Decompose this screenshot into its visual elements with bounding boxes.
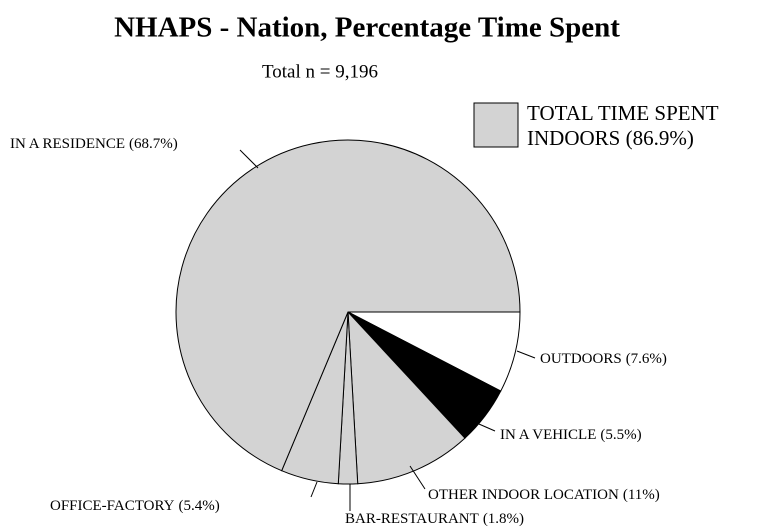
slice-value-label: (11%) <box>623 487 660 503</box>
slice-value-label: (7.6%) <box>626 351 667 367</box>
slice-category: OTHER INDOOR LOCATION <box>428 487 619 503</box>
leader-line <box>310 481 318 498</box>
slice-label: OTHER INDOOR LOCATION (11%) <box>428 487 660 503</box>
slice-label: IN A VEHICLE (5.5%) <box>500 427 642 443</box>
slice-category: IN A RESIDENCE <box>10 136 125 152</box>
chart-title: NHAPS - Nation, Percentage Time Spent <box>114 12 620 44</box>
legend-label: TOTAL TIME SPENT <box>527 101 719 125</box>
leader-line <box>409 465 426 490</box>
slice-value-label: (68.7%) <box>129 136 178 152</box>
slice-value-label: (5.5%) <box>600 427 641 443</box>
legend-swatch <box>473 102 519 148</box>
slice-value-label: (1.8%) <box>483 511 524 527</box>
slice-label: IN A RESIDENCE (68.7%) <box>10 136 178 152</box>
slice-label: BAR-RESTAURANT (1.8%) <box>345 511 524 527</box>
leader-line <box>516 350 536 359</box>
slice-label: OFFICE-FACTORY (5.4%) <box>50 498 220 514</box>
leader-line <box>239 149 259 169</box>
slice-category: OUTDOORS <box>540 351 622 367</box>
leader-line <box>471 420 496 432</box>
chart-subtitle: Total n = 9,196 <box>262 61 378 82</box>
slice-category: BAR-RESTAURANT <box>345 511 479 527</box>
pie-slice <box>175 139 521 472</box>
slice-label: OUTDOORS (7.6%) <box>540 351 667 367</box>
slice-category: IN A VEHICLE <box>500 427 596 443</box>
slice-category: OFFICE-FACTORY <box>50 498 175 514</box>
legend-label: INDOORS (86.9%) <box>527 126 694 150</box>
pie-slice <box>347 310 466 485</box>
slice-value-label: (5.4%) <box>178 498 219 514</box>
